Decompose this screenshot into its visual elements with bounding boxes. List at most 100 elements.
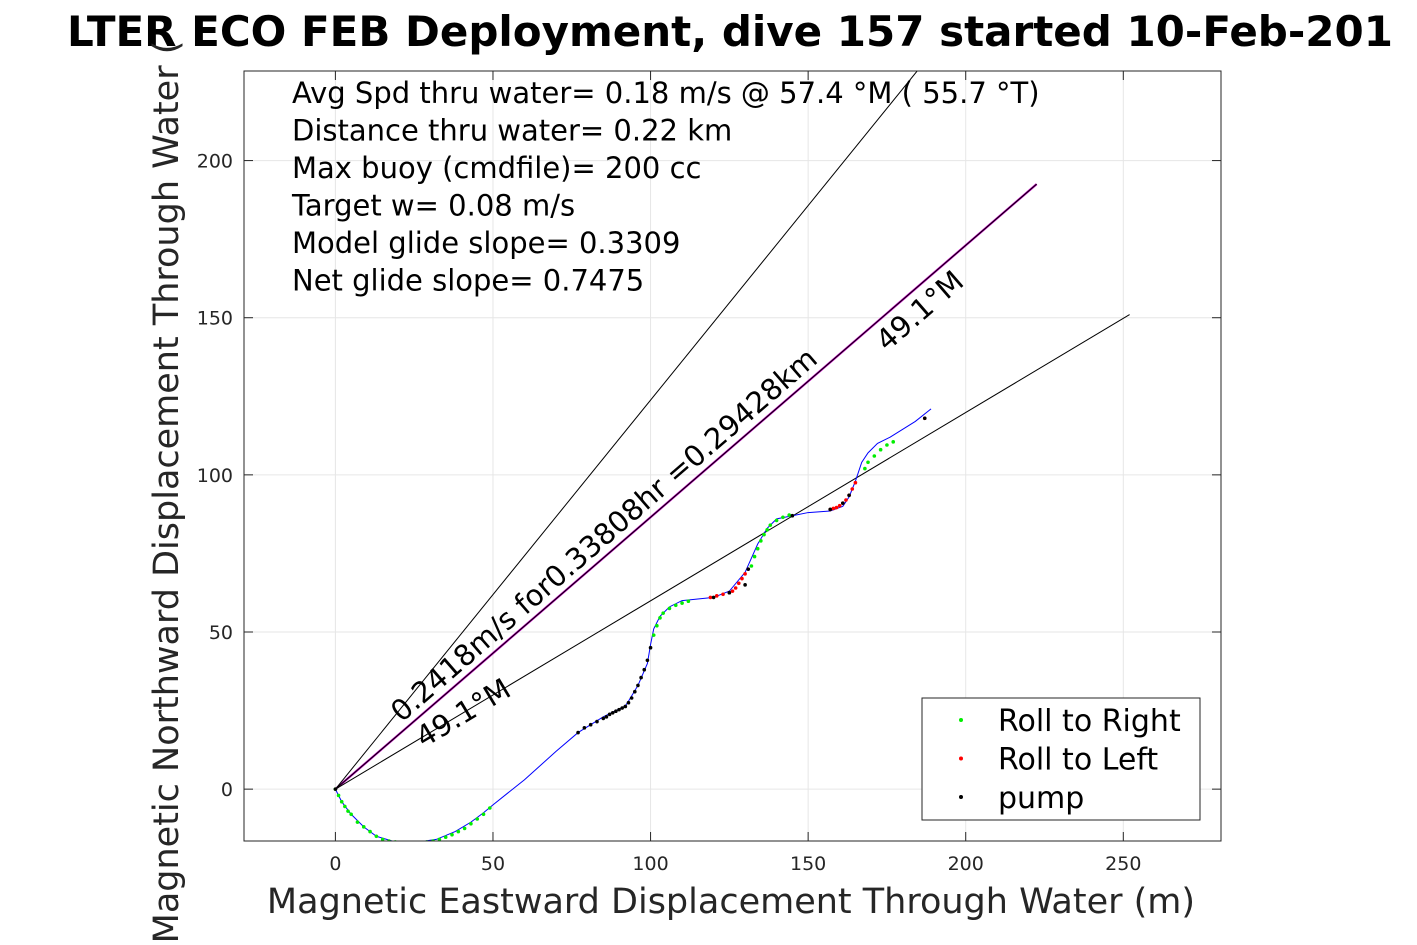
point-roll-to-right [456, 829, 461, 834]
info-text-block: Avg Spd thru water= 0.18 m/s @ 57.4 °M (… [291, 76, 1040, 298]
track-points [333, 416, 927, 841]
point-pump [626, 700, 631, 705]
x-tick-label: 150 [790, 853, 826, 875]
point-pump [639, 675, 643, 680]
legend-label: Roll to Right [998, 704, 1181, 739]
point-roll-to-left [743, 572, 747, 576]
reference-line [335, 183, 1037, 790]
point-pump [642, 667, 647, 672]
y-tick-label: 0 [221, 779, 233, 801]
point-roll-to-right [686, 599, 691, 603]
point-pump [633, 689, 637, 694]
info-line: Target w= 0.08 m/s [291, 189, 575, 223]
point-roll-to-right [336, 793, 341, 798]
point-pump [582, 726, 587, 730]
point-roll-to-left [730, 589, 735, 593]
legend-box [921, 697, 1201, 821]
point-roll-to-right [655, 623, 659, 628]
point-roll-to-left [737, 581, 741, 586]
point-roll-to-right [755, 546, 760, 551]
point-roll-to-left [714, 594, 719, 598]
reference-lines [334, 71, 1130, 790]
y-axis-label: Magnetic Northward Displacement Through … [147, 41, 187, 944]
point-roll-to-right [752, 554, 757, 559]
point-pump [614, 709, 618, 713]
point-roll-to-left [721, 592, 725, 597]
point-roll-to-right [759, 539, 763, 543]
point-roll-to-right [872, 454, 877, 458]
point-roll-to-right [768, 523, 773, 527]
point-roll-to-right [343, 804, 347, 809]
legend-marker [959, 718, 963, 722]
point-roll-to-right [349, 812, 353, 817]
point-roll-to-right [443, 835, 448, 840]
point-roll-to-right [346, 809, 350, 813]
point-roll-to-right [661, 611, 665, 615]
x-axis-label: Magnetic Eastward Displacement Through W… [267, 882, 1195, 922]
reference-line [335, 314, 1130, 790]
point-pump [711, 595, 716, 600]
point-roll-to-right [469, 821, 473, 826]
point-roll-to-right [673, 603, 678, 608]
point-roll-to-right [787, 513, 792, 517]
point-roll-to-right [781, 515, 785, 520]
point-pump [922, 416, 927, 421]
point-pump [610, 710, 615, 715]
y-tick-label: 50 [209, 622, 233, 644]
point-roll-to-right [667, 606, 672, 611]
point-roll-to-left [853, 480, 858, 485]
point-roll-to-right [863, 466, 867, 471]
point-roll-to-right [475, 817, 480, 821]
x-tick-label: 100 [632, 853, 668, 875]
point-pump [645, 658, 650, 663]
point-pump [623, 704, 628, 709]
point-roll-to-right [361, 825, 366, 829]
point-roll-to-left [733, 586, 738, 590]
point-pump [333, 787, 338, 791]
point-pump [790, 513, 795, 518]
reference-line [335, 71, 918, 790]
chart-title: LTER ECO FEB Deployment, dive 157 starte… [67, 7, 1393, 56]
legend-marker [959, 756, 963, 761]
data-layer [333, 71, 1130, 841]
point-roll-to-left [831, 506, 836, 511]
point-roll-to-right [368, 829, 372, 834]
point-roll-to-right [878, 447, 883, 452]
point-roll-to-right [866, 460, 870, 465]
point-pump [601, 716, 606, 721]
axis-ticks: 0 50 100 150 200 250 0 50 100 150 200 [197, 71, 1221, 875]
info-line: Model glide slope= 0.3309 [292, 226, 680, 260]
legend-label: pump [998, 781, 1084, 816]
point-roll-to-right [885, 443, 889, 447]
point-pump [746, 567, 751, 571]
plot-box [243, 70, 1222, 842]
point-roll-to-left [837, 503, 842, 508]
point-roll-to-left [740, 576, 744, 581]
point-pump [588, 722, 593, 727]
point-roll-to-right [374, 834, 379, 839]
legend-marker [959, 795, 963, 799]
point-pump [828, 507, 832, 512]
point-roll-to-right [765, 528, 769, 532]
point-pump [620, 706, 624, 710]
point-roll-to-right [762, 532, 766, 537]
point-roll-to-right [462, 826, 467, 831]
point-pump [607, 712, 612, 717]
point-roll-to-right [651, 633, 656, 637]
point-roll-to-left [844, 498, 848, 502]
point-pump [847, 493, 851, 498]
legend-label: Roll to Left [998, 743, 1158, 778]
info-line: Max buoy (cmdfile)= 200 cc [292, 151, 701, 185]
info-line: Distance thru water= 0.22 km [292, 114, 732, 148]
y-tick-label: 100 [197, 465, 233, 487]
point-roll-to-right [380, 837, 385, 841]
point-roll-to-left [850, 487, 855, 491]
point-roll-to-right [339, 799, 344, 804]
point-pump [629, 696, 634, 700]
y-tick-label: 150 [197, 308, 233, 330]
point-pump [595, 719, 599, 724]
point-roll-to-right [355, 820, 360, 824]
point-pump [617, 707, 621, 712]
